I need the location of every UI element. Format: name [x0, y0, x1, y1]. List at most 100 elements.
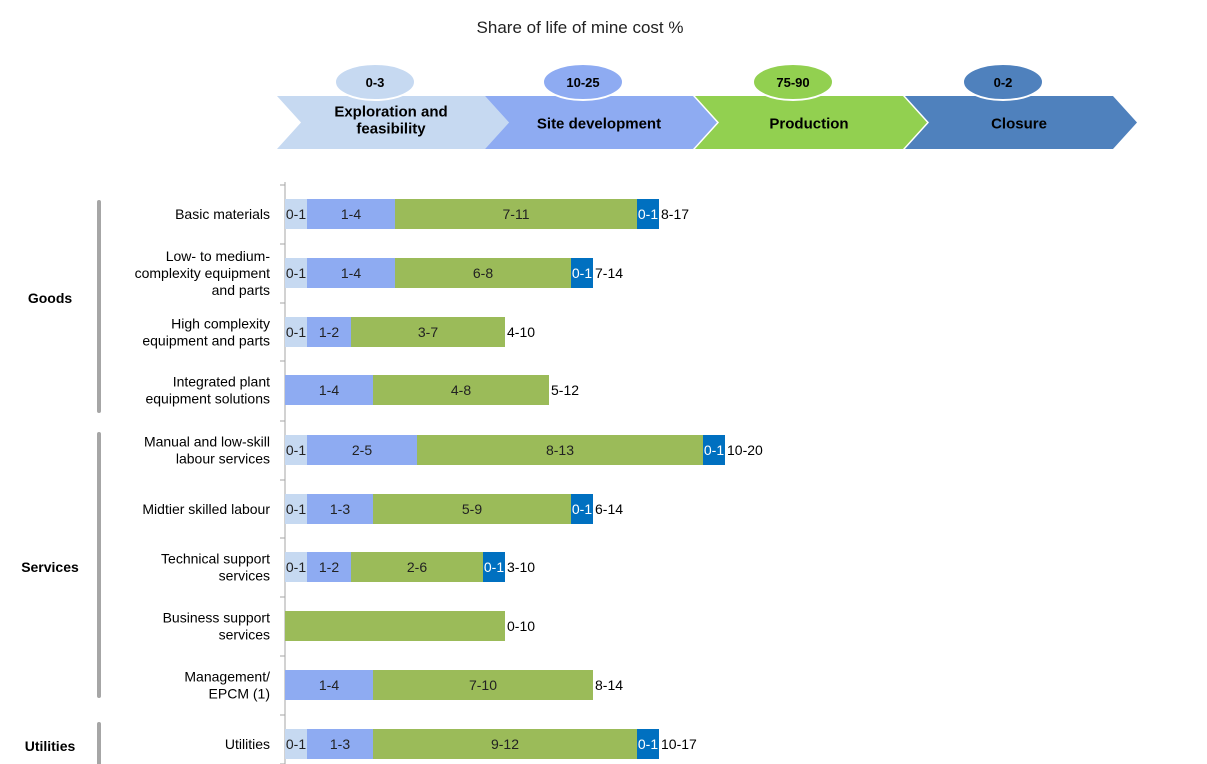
category-label-line: High complexity: [171, 316, 270, 332]
category-label-line: and parts: [212, 282, 270, 298]
bar-segment: [637, 199, 659, 229]
segment-label: 7-11: [503, 206, 530, 222]
bar-segment: [703, 435, 725, 465]
phase-badge-3: [962, 63, 1044, 101]
bar-segment: [285, 611, 505, 641]
category-label-2: High complexity equipment and parts: [142, 316, 270, 349]
group-label-goods: Goods: [28, 290, 73, 306]
row-total-label: 8-14: [595, 677, 623, 693]
row-total-label: 4-10: [507, 324, 535, 340]
bar-segment: [307, 494, 373, 524]
segment-label: 1-4: [319, 677, 339, 693]
category-label-7: Business support services: [163, 610, 271, 643]
row-total-label: 5-12: [551, 382, 579, 398]
row-total-label: 6-14: [595, 501, 623, 517]
category-label-line: Integrated plant: [173, 374, 270, 390]
segment-label: 2-6: [407, 559, 427, 575]
phase-name-line: Site development: [537, 116, 661, 133]
phase-name-3: Closure: [991, 116, 1047, 133]
category-axis: Basic materials Low- to medium-complexity…: [21, 182, 286, 764]
segment-label: 4-8: [451, 382, 471, 398]
segment-label: 0-1: [286, 559, 306, 575]
phase-chevron-3: [905, 96, 1137, 149]
segment-label: 1-4: [319, 382, 339, 398]
segment-label: 8-13: [546, 442, 574, 458]
segment-label: 0-1: [286, 736, 306, 752]
phase-range-3: 0-2: [994, 75, 1013, 90]
bar-area: 0-1 1-4 7-11 0-1 8-170-1 1-4 6-8 0-1 7-140-1 1-2 3…: [285, 199, 763, 759]
segment-label: 1-4: [341, 265, 361, 281]
category-label-line: Business support: [163, 610, 271, 626]
category-label-line: Low- to medium-: [166, 248, 271, 264]
category-label-line: labour services: [176, 451, 270, 467]
bar-segment: [395, 258, 571, 288]
segment-label: 0-1: [572, 265, 592, 281]
category-label-line: Technical support: [161, 551, 270, 567]
bar-segment: [285, 199, 307, 229]
segment-label: 0-1: [484, 559, 504, 575]
bar-segment: [285, 317, 307, 347]
category-label-line: Midtier skilled labour: [142, 501, 270, 517]
category-label-line: complexity equipment: [135, 265, 271, 281]
segment-label: 0-1: [704, 442, 724, 458]
phase-banner: Exploration and feasibility 0-3 Site develo…: [277, 63, 1137, 149]
bar-segment: [637, 729, 659, 759]
phase-range-2: 75-90: [776, 75, 809, 90]
bar-segment: [395, 199, 637, 229]
bar-segment: [307, 317, 351, 347]
segment-label: 7-10: [469, 677, 497, 693]
bar-segment: [373, 670, 593, 700]
category-label-4: Manual and low-skill labour services: [144, 434, 270, 467]
bar-segment: [307, 435, 417, 465]
bar-segment: [571, 258, 593, 288]
segment-label: 6-8: [473, 265, 493, 281]
phase-name-0: Exploration and feasibility: [334, 104, 447, 138]
phase-badge-0: [334, 63, 416, 101]
phase-badge-1: [542, 63, 624, 101]
phase-chevron-1: [485, 96, 717, 149]
bar-segment: [307, 729, 373, 759]
segment-label: 0-1: [638, 736, 658, 752]
segment-label: 5-9: [462, 501, 482, 517]
category-label-line: EPCM (1): [209, 686, 270, 702]
segment-label: 0-1: [286, 265, 306, 281]
bar-segment: [307, 552, 351, 582]
phase-name-1: Site development: [537, 116, 661, 133]
category-label-3: Integrated plant equipment solutions: [145, 374, 270, 407]
bar-segment: [307, 199, 395, 229]
segment-label: 0-1: [286, 324, 306, 340]
phase-chevron-0: [277, 96, 509, 149]
segment-label: 9-12: [491, 736, 519, 752]
bar-segment: [483, 552, 505, 582]
segment-label: 0-1: [286, 206, 306, 222]
segment-label: 3-7: [418, 324, 438, 340]
phase-range-0: 0-3: [366, 75, 385, 90]
row-total-label: 8-17: [661, 206, 689, 222]
segment-label: 1-2: [319, 324, 339, 340]
bar-segment: [285, 494, 307, 524]
segment-label: 1-2: [319, 559, 339, 575]
phase-name-line: Exploration and: [334, 104, 447, 121]
phase-name-line: Closure: [991, 116, 1047, 133]
phase-name-line: Production: [769, 116, 848, 133]
category-label-line: Utilities: [225, 736, 270, 752]
phase-name-2: Production: [769, 116, 848, 133]
phase-name-line: feasibility: [356, 121, 426, 138]
row-total-label: 10-20: [727, 442, 763, 458]
category-label-5: Midtier skilled labour: [142, 501, 270, 517]
category-label-line: equipment solutions: [145, 391, 270, 407]
bar-segment: [373, 494, 571, 524]
row-total-label: 0-10: [507, 618, 535, 634]
bar-segment: [307, 258, 395, 288]
bar-segment: [373, 375, 549, 405]
bar-segment: [285, 435, 307, 465]
category-label-line: equipment and parts: [142, 333, 270, 349]
category-label-9: Utilities: [225, 736, 270, 752]
row-total-label: 3-10: [507, 559, 535, 575]
chart-title: Share of life of mine cost %: [477, 18, 684, 37]
segment-label: 0-1: [286, 501, 306, 517]
phase-range-1: 10-25: [566, 75, 599, 90]
segment-label: 1-3: [330, 501, 350, 517]
category-label-8: Management/EPCM (1): [184, 669, 270, 702]
bar-segment: [285, 552, 307, 582]
